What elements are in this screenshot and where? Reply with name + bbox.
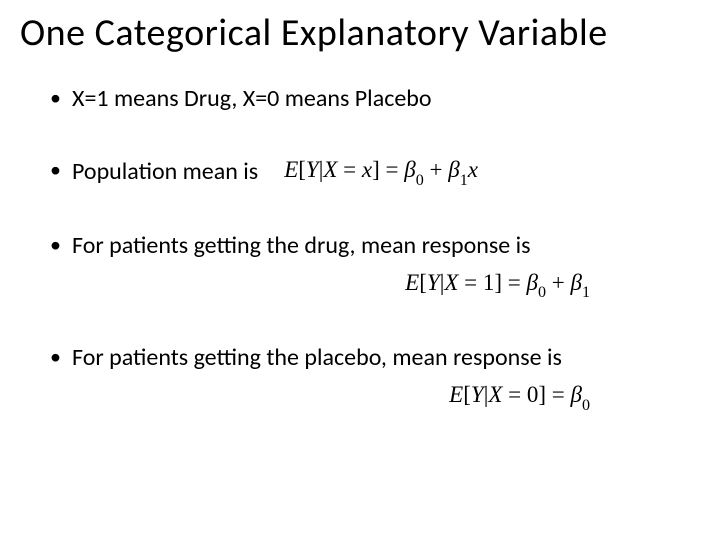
bullet-item-4: For patients getting the placebo, mean r…: [50, 343, 700, 414]
bullet-item-2: Population mean is E[Y|X = x] = β0 + β1x: [50, 156, 700, 189]
bullet-item-1: X=1 means Drug, X=0 means Placebo: [50, 84, 700, 114]
bullet-text-3: For patients getting the drug, mean resp…: [72, 231, 531, 260]
bullet-text-1: X=1 means Drug, X=0 means Placebo: [72, 84, 432, 113]
bullet-item-3: For patients getting the drug, mean resp…: [50, 231, 700, 302]
bullet-text-4: For patients getting the placebo, mean r…: [72, 343, 562, 372]
slide-container: One Categorical Explanatory Variable X=1…: [0, 0, 720, 540]
slide-title: One Categorical Explanatory Variable: [20, 10, 700, 56]
formula-drug-response: E[Y|X = 1] = β0 + β1: [72, 269, 660, 302]
formula-placebo-response: E[Y|X = 0] = β0: [72, 381, 660, 414]
bullet-list: X=1 means Drug, X=0 means Placebo Popula…: [20, 84, 700, 414]
bullet-text-2: Population mean is: [72, 157, 258, 187]
formula-population-mean: E[Y|X = x] = β0 + β1x: [284, 156, 478, 189]
